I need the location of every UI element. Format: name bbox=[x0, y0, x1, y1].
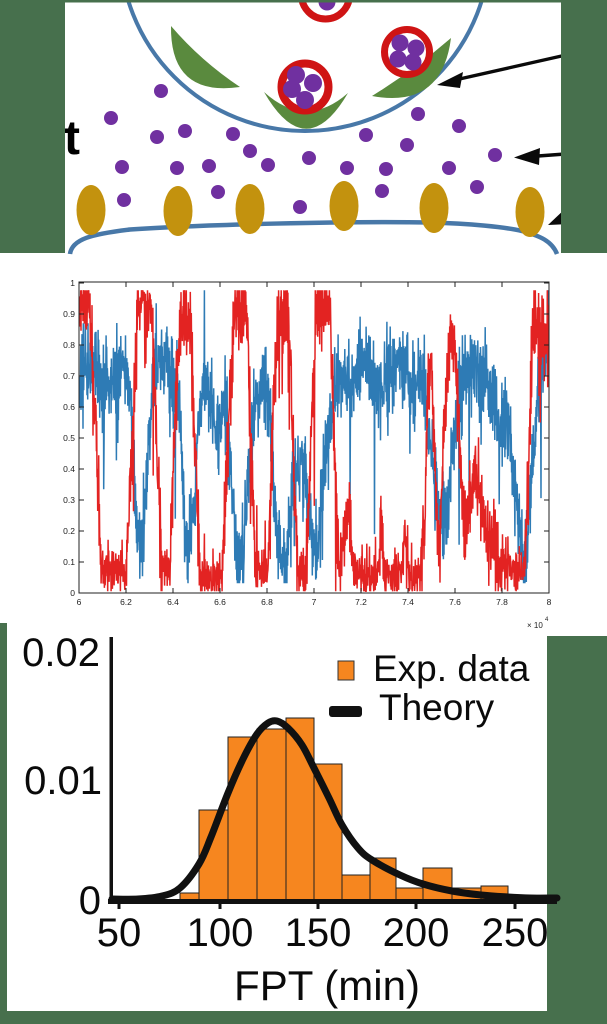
svg-text:150: 150 bbox=[285, 911, 352, 955]
svg-text:0.5: 0.5 bbox=[63, 433, 75, 443]
svg-text:250: 250 bbox=[482, 911, 549, 955]
svg-text:0.6: 0.6 bbox=[63, 402, 75, 412]
svg-text:FPT (min): FPT (min) bbox=[234, 962, 420, 1009]
svg-text:200: 200 bbox=[383, 911, 450, 955]
svg-text:0.01: 0.01 bbox=[24, 759, 102, 803]
svg-text:100: 100 bbox=[187, 911, 254, 955]
svg-text:8: 8 bbox=[547, 597, 552, 607]
svg-text:7.4: 7.4 bbox=[402, 597, 414, 607]
svg-text:50: 50 bbox=[97, 911, 142, 955]
svg-text:7: 7 bbox=[312, 597, 317, 607]
svg-text:7.6: 7.6 bbox=[449, 597, 461, 607]
svg-text:0: 0 bbox=[79, 879, 101, 923]
svg-text:0.4: 0.4 bbox=[63, 464, 75, 474]
svg-text:4: 4 bbox=[545, 617, 549, 623]
svg-text:t: t bbox=[64, 112, 80, 165]
svg-text:0.1: 0.1 bbox=[63, 557, 75, 567]
svg-text:7.2: 7.2 bbox=[355, 597, 367, 607]
svg-text:6: 6 bbox=[77, 597, 82, 607]
svg-text:7.8: 7.8 bbox=[496, 597, 508, 607]
svg-text:0.7: 0.7 bbox=[63, 371, 75, 381]
svg-text:0.8: 0.8 bbox=[63, 340, 75, 350]
svg-text:0.02: 0.02 bbox=[22, 631, 100, 675]
svg-text:0.9: 0.9 bbox=[63, 309, 75, 319]
svg-text:0: 0 bbox=[70, 588, 75, 598]
svg-text:0.2: 0.2 bbox=[63, 526, 75, 536]
svg-text:Exp. data: Exp. data bbox=[373, 648, 530, 689]
svg-text:6.6: 6.6 bbox=[214, 597, 226, 607]
svg-text:6.2: 6.2 bbox=[120, 597, 132, 607]
svg-text:6.4: 6.4 bbox=[167, 597, 179, 607]
svg-text:1: 1 bbox=[70, 278, 75, 288]
svg-text:Theory: Theory bbox=[379, 687, 495, 728]
svg-text:× 10: × 10 bbox=[527, 621, 543, 630]
svg-text:6.8: 6.8 bbox=[261, 597, 273, 607]
svg-text:0.3: 0.3 bbox=[63, 495, 75, 505]
